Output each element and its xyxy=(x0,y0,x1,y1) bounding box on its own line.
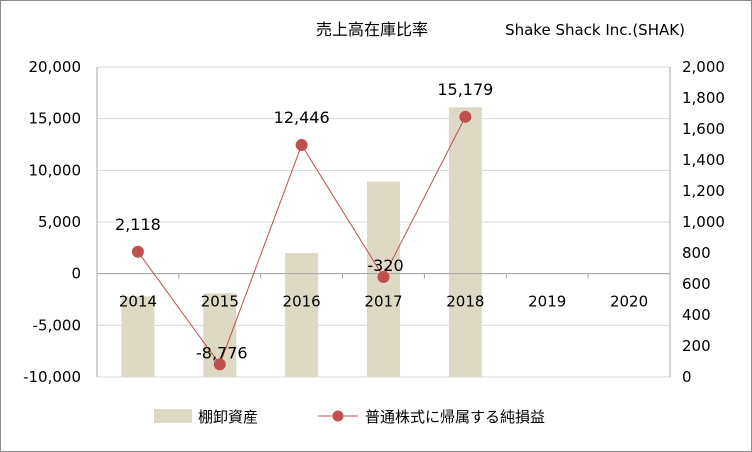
y-right-tick-label: 800 xyxy=(682,244,711,262)
legend: 棚卸資産 普通株式に帰属する純損益 xyxy=(154,408,545,426)
legend-label-bar: 棚卸資産 xyxy=(198,408,258,426)
data-label: -320 xyxy=(367,256,403,275)
y-right-tick-label: 1,400 xyxy=(682,151,725,169)
data-label: 15,179 xyxy=(437,80,493,99)
chart-title: 売上高在庫比率 xyxy=(316,20,428,39)
series-point xyxy=(131,245,144,258)
y-left-tick-label: 20,000 xyxy=(29,58,82,76)
y-right-tick-label: 0 xyxy=(682,368,692,386)
y-right-tick-label: 1,000 xyxy=(682,213,725,231)
y-left-tick-label: 5,000 xyxy=(38,213,81,231)
series-point xyxy=(377,270,390,283)
y-right-tick-label: 1,800 xyxy=(682,89,725,107)
legend-label-line: 普通株式に帰属する純損益 xyxy=(365,408,545,426)
data-labels: 2,118 -8,776 12,446 -320 15,179 xyxy=(115,80,493,363)
y-left-tick-label: 15,000 xyxy=(29,110,82,128)
legend-swatch-marker xyxy=(332,410,344,422)
y-right-tick-label: 2,000 xyxy=(682,58,725,76)
data-label: 2,118 xyxy=(115,215,161,234)
x-tick-label: 2016 xyxy=(283,293,321,311)
y-left-tick-label: -10,000 xyxy=(23,368,81,386)
x-tick-label: 2019 xyxy=(528,293,566,311)
bar xyxy=(121,296,155,377)
axes: 20,000 15,000 10,000 5,000 0 -5,000 -10,000 2,0… xyxy=(23,58,725,386)
series-point xyxy=(459,110,472,123)
line-series xyxy=(131,110,472,371)
y-right-tick-label: 200 xyxy=(682,337,711,355)
data-label: -8,776 xyxy=(196,343,248,362)
y-right-tick-label: 600 xyxy=(682,275,711,293)
bar xyxy=(285,253,319,377)
series-point xyxy=(295,139,308,152)
y-left-tick-label: -5,000 xyxy=(33,316,81,334)
y-right-tick-label: 1,200 xyxy=(682,182,725,200)
x-tick-label: 2015 xyxy=(201,293,239,311)
x-tick-label: 2020 xyxy=(610,293,648,311)
series-point xyxy=(213,358,226,371)
x-tick-label: 2018 xyxy=(446,293,484,311)
data-label: 12,446 xyxy=(274,108,330,127)
y-right-tick-label: 1,600 xyxy=(682,120,725,138)
y-left-tick-label: 0 xyxy=(71,265,81,283)
y-left-tick-label: 10,000 xyxy=(29,161,82,179)
y-right-tick-label: 400 xyxy=(682,306,711,324)
x-tick-label: 2017 xyxy=(364,293,402,311)
legend-swatch-bar xyxy=(154,409,192,423)
bar xyxy=(448,107,482,378)
x-tick-label: 2014 xyxy=(119,293,157,311)
chart-subtitle: Shake Shack Inc.(SHAK) xyxy=(505,21,685,39)
